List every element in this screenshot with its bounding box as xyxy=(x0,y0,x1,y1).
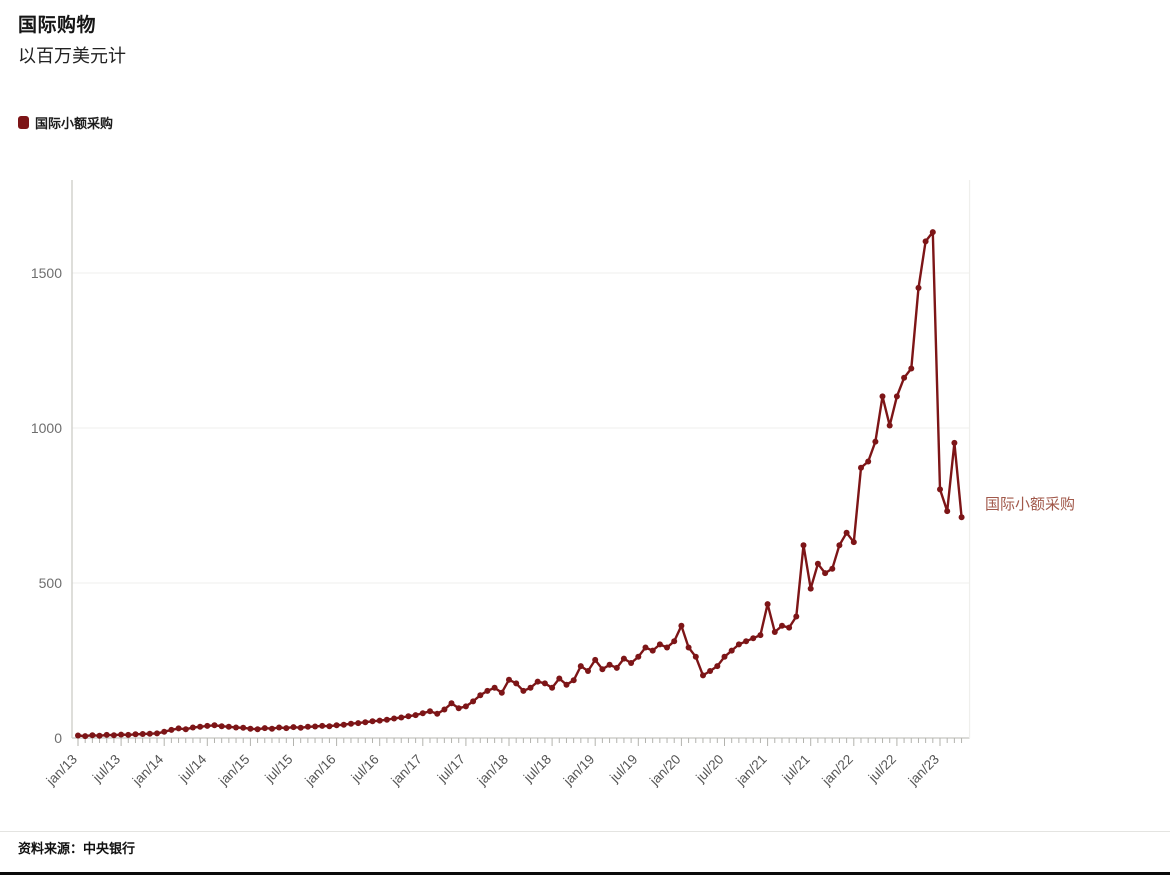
svg-text:500: 500 xyxy=(39,575,63,591)
chart-header: 国际购物 以百万美元计 xyxy=(18,10,126,71)
chart-title: 国际购物 xyxy=(18,15,97,36)
svg-text:jul/20: jul/20 xyxy=(692,752,726,786)
series-annotation: 国际小额采购 xyxy=(985,496,1076,513)
svg-text:jan/23: jan/23 xyxy=(905,752,942,789)
svg-text:jan/15: jan/15 xyxy=(215,752,252,789)
svg-text:jul/14: jul/14 xyxy=(175,751,209,785)
svg-text:jul/13: jul/13 xyxy=(89,752,123,786)
svg-text:jan/13: jan/13 xyxy=(43,752,80,789)
svg-text:jul/22: jul/22 xyxy=(865,752,899,786)
svg-text:jul/17: jul/17 xyxy=(434,752,468,786)
svg-text:jul/21: jul/21 xyxy=(779,752,813,786)
svg-text:jul/18: jul/18 xyxy=(520,752,554,786)
svg-text:jul/15: jul/15 xyxy=(261,752,295,786)
svg-text:jul/19: jul/19 xyxy=(606,752,640,786)
svg-text:jan/21: jan/21 xyxy=(732,752,769,789)
svg-text:jan/16: jan/16 xyxy=(301,752,338,789)
legend: 国际小额采购 xyxy=(18,113,113,132)
svg-text:jan/14: jan/14 xyxy=(129,751,167,789)
legend-swatch-icon xyxy=(18,116,29,129)
caption-divider xyxy=(0,831,1170,832)
svg-text:jan/18: jan/18 xyxy=(474,752,511,789)
svg-text:jan/20: jan/20 xyxy=(646,752,683,789)
source-note: 资料来源：中央银行 xyxy=(18,841,136,856)
svg-text:jan/22: jan/22 xyxy=(819,752,856,789)
bottom-border xyxy=(0,872,1170,875)
svg-text:0: 0 xyxy=(54,730,62,746)
svg-text:jan/19: jan/19 xyxy=(560,752,597,789)
svg-text:1500: 1500 xyxy=(31,265,62,281)
legend-label: 国际小额采购 xyxy=(35,116,114,131)
line-chart: 0 500 1000 1500 jan/13 jul/13 jan/14 jul/14 jan/… xyxy=(0,150,1170,830)
chart-subtitle: 以百万美元计 xyxy=(18,46,126,67)
svg-text:jan/17: jan/17 xyxy=(388,752,425,789)
svg-text:1000: 1000 xyxy=(31,420,62,436)
svg-text:jul/16: jul/16 xyxy=(348,752,382,786)
